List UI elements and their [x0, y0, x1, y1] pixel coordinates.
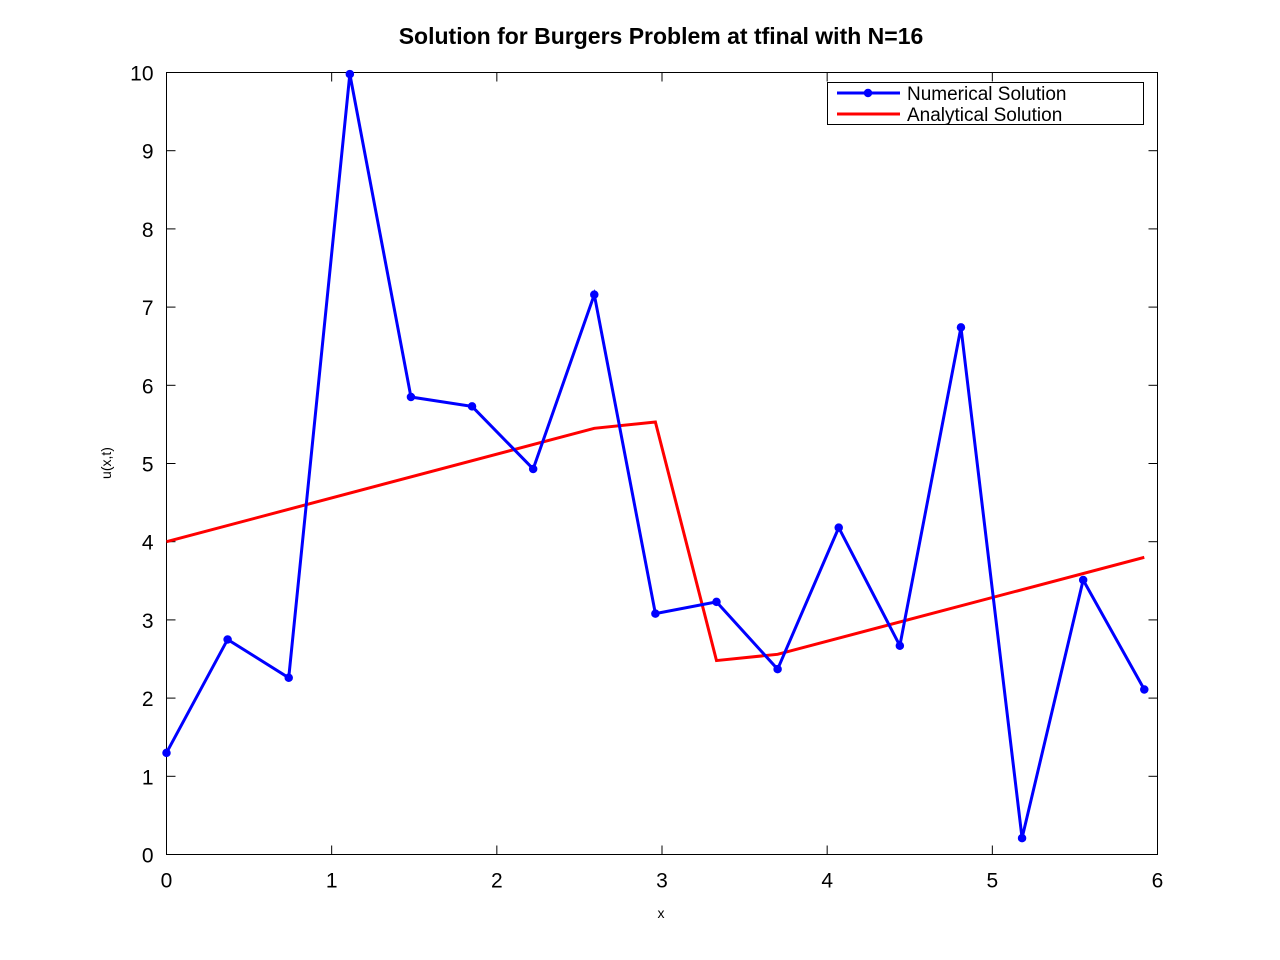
y-tick-labels: 0 1 2 3 4 5 6 7 8 9 10 [130, 63, 154, 868]
legend-box [827, 82, 1144, 125]
data-point-numerical-solution [1140, 685, 1149, 694]
data-point-numerical-solution [406, 392, 416, 402]
data-point-numerical-solution [773, 664, 782, 674]
x-tick-label: 6 [1152, 870, 1164, 893]
x-tick-label: 2 [491, 870, 503, 893]
y-tick-label: 7 [142, 297, 154, 320]
data-point-numerical-solution [345, 69, 355, 79]
legend: Numerical Solution Analytical Solution [827, 82, 1144, 126]
x-tick-label: 1 [326, 870, 338, 893]
y-tick-label: 0 [142, 845, 154, 868]
y-tick-label: 3 [142, 610, 154, 633]
x-tick-label: 3 [656, 870, 668, 893]
data-point-numerical-solution [651, 609, 660, 618]
data-point-numerical-solution [467, 402, 477, 411]
data-point-numerical-solution [1017, 833, 1027, 843]
y-tick-label: 4 [142, 532, 154, 555]
y-tick-label: 8 [142, 219, 154, 242]
plot-area [166, 72, 1158, 855]
legend-analytical-label: Analytical Solution [907, 105, 1062, 126]
chart-title: Solution for Burgers Problem at tfinal w… [399, 23, 924, 49]
data-point-numerical-solution [528, 464, 538, 474]
data-point-numerical-solution [223, 635, 232, 644]
y-tick-label: 2 [142, 688, 154, 711]
data-point-numerical-solution [834, 523, 843, 532]
x-axis-label: x [658, 905, 665, 921]
data-point-numerical-solution [590, 290, 599, 299]
series-line-analytical-solution [166, 420, 1145, 663]
x-tick-labels: 0 1 2 3 4 5 6 [161, 870, 1164, 893]
x-tick-label: 5 [986, 870, 998, 893]
y-tick-label: 5 [142, 454, 154, 477]
data-point-numerical-solution [712, 597, 721, 607]
axis-ticks [166, 72, 1158, 855]
data-point-numerical-solution [956, 323, 966, 332]
data-point-numerical-solution [1078, 575, 1088, 585]
series-layer [162, 69, 1149, 843]
data-point-numerical-solution [895, 641, 905, 650]
y-tick-label: 6 [142, 375, 154, 398]
y-axis-label: u(x,t) [98, 447, 114, 479]
data-point-numerical-solution [284, 673, 293, 683]
x-tick-label: 4 [821, 870, 833, 893]
y-tick-label: 1 [142, 766, 154, 789]
x-tick-label: 0 [161, 870, 173, 893]
data-point-numerical-solution [162, 748, 171, 758]
legend-numerical-label: Numerical Solution [907, 84, 1066, 105]
y-tick-label: 9 [142, 141, 154, 164]
legend-numerical-marker [863, 88, 873, 98]
y-tick-label: 10 [130, 63, 153, 86]
